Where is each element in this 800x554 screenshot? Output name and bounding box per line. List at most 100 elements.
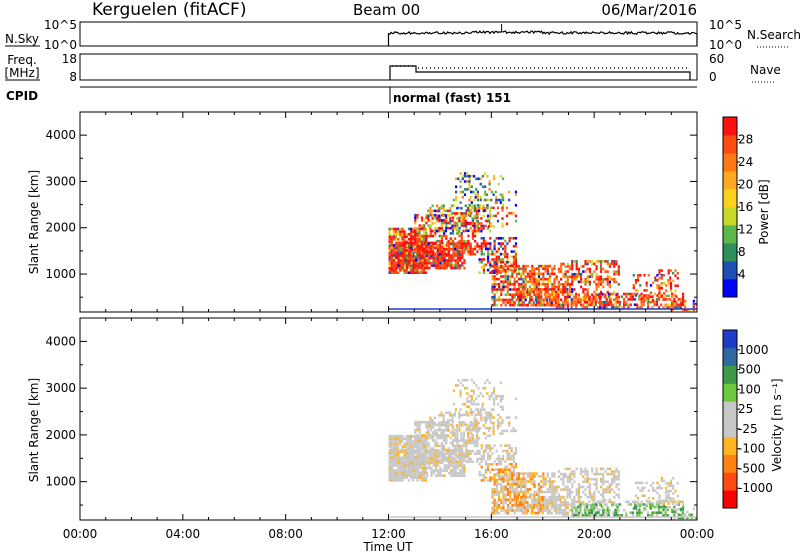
power-cell xyxy=(638,306,641,309)
power-cell xyxy=(449,209,452,213)
velocity-cell xyxy=(460,455,463,458)
velocity-cell xyxy=(461,384,464,387)
velocity-cell xyxy=(481,405,484,409)
power-cell xyxy=(499,245,503,248)
velocity-cell xyxy=(444,424,447,427)
velocity-cell xyxy=(649,503,652,506)
velocity-cell xyxy=(506,477,509,481)
power-cell xyxy=(463,266,466,270)
power-cell xyxy=(560,278,563,281)
velocity-cell xyxy=(573,472,576,476)
power-cell xyxy=(580,280,583,284)
power-cell xyxy=(459,201,462,204)
power-cell xyxy=(669,289,673,293)
power-cell xyxy=(462,229,465,233)
power-cell xyxy=(403,259,407,262)
power-cell xyxy=(609,303,613,307)
velocity-cell xyxy=(580,467,583,471)
velocity-cell xyxy=(412,479,415,482)
velocity-cell xyxy=(397,468,400,472)
velocity-cell xyxy=(498,498,501,502)
velocity-cell xyxy=(407,445,410,448)
power-cell xyxy=(424,227,428,231)
power-cell xyxy=(392,254,396,257)
velocity-cell xyxy=(418,476,421,480)
velocity-cell xyxy=(488,381,491,385)
velocity-cell xyxy=(496,413,500,417)
power-cell xyxy=(456,266,459,270)
velocity-cell xyxy=(584,488,587,491)
power-cell xyxy=(544,277,547,281)
power-cell xyxy=(498,283,501,286)
velocity-colorbar-frame xyxy=(722,329,738,509)
power-cell xyxy=(390,256,393,260)
power-cell xyxy=(462,219,465,223)
velocity-cell xyxy=(449,441,452,445)
velocity-cell xyxy=(564,514,567,517)
power-cell xyxy=(551,272,554,276)
power-cell xyxy=(517,272,521,276)
power-cell xyxy=(489,237,492,240)
power-cell xyxy=(486,198,489,202)
power-cell xyxy=(425,221,428,225)
power-cell xyxy=(517,295,520,299)
velocity-cell xyxy=(439,474,442,477)
power-colorbar-segment xyxy=(723,243,737,262)
power-cell xyxy=(557,293,560,296)
power-cell xyxy=(412,241,415,245)
velocity-cell xyxy=(451,424,454,427)
power-cell xyxy=(542,283,545,286)
power-cell xyxy=(520,272,523,276)
velocity-cell xyxy=(440,444,443,448)
velocity-cell xyxy=(484,437,487,440)
velocity-cell xyxy=(498,482,501,486)
power-cell xyxy=(555,295,558,299)
power-cell xyxy=(599,275,603,279)
power-cell xyxy=(502,252,505,256)
power-cell xyxy=(674,269,677,272)
velocity-cell xyxy=(471,441,474,445)
power-ylabel: Slant Range [km] xyxy=(27,170,41,274)
power-cell xyxy=(475,207,478,210)
power-cell xyxy=(504,264,507,268)
velocity-cell xyxy=(419,464,422,467)
power-cell xyxy=(418,247,421,251)
power-cell xyxy=(438,214,441,218)
velocity-cell xyxy=(484,381,487,385)
power-cell xyxy=(675,300,678,304)
velocity-cell xyxy=(493,400,496,403)
velocity-cell xyxy=(395,456,398,460)
velocity-cell xyxy=(575,490,578,494)
velocity-cell xyxy=(627,503,630,506)
power-cell xyxy=(623,292,626,296)
power-cell xyxy=(645,296,648,300)
velocity-cell xyxy=(506,498,509,502)
power-cell xyxy=(546,272,549,276)
power-cell xyxy=(535,280,538,283)
velocity-cell xyxy=(682,516,685,520)
power-cell xyxy=(594,300,597,304)
velocity-cell xyxy=(493,490,496,494)
power-cell xyxy=(597,295,600,299)
power-cell xyxy=(495,272,498,276)
power-cell xyxy=(445,266,448,270)
velocity-cell xyxy=(529,493,532,496)
velocity-cell xyxy=(493,511,496,515)
velocity-cell xyxy=(493,506,496,510)
power-cell xyxy=(544,267,547,270)
power-cell xyxy=(506,293,509,296)
velocity-cell xyxy=(488,427,491,430)
velocity-cell xyxy=(496,427,500,430)
velocity-cell xyxy=(454,460,457,463)
velocity-cell xyxy=(495,457,498,461)
velocity-cell xyxy=(418,431,421,434)
velocity-cell xyxy=(414,460,417,463)
power-cell xyxy=(438,252,441,256)
power-cell xyxy=(658,289,661,293)
power-cell xyxy=(397,259,400,262)
velocity-cell xyxy=(510,449,513,453)
power-cell xyxy=(392,248,395,251)
velocity-cell xyxy=(454,457,457,461)
power-cell xyxy=(497,237,500,240)
velocity-cell xyxy=(514,452,518,455)
